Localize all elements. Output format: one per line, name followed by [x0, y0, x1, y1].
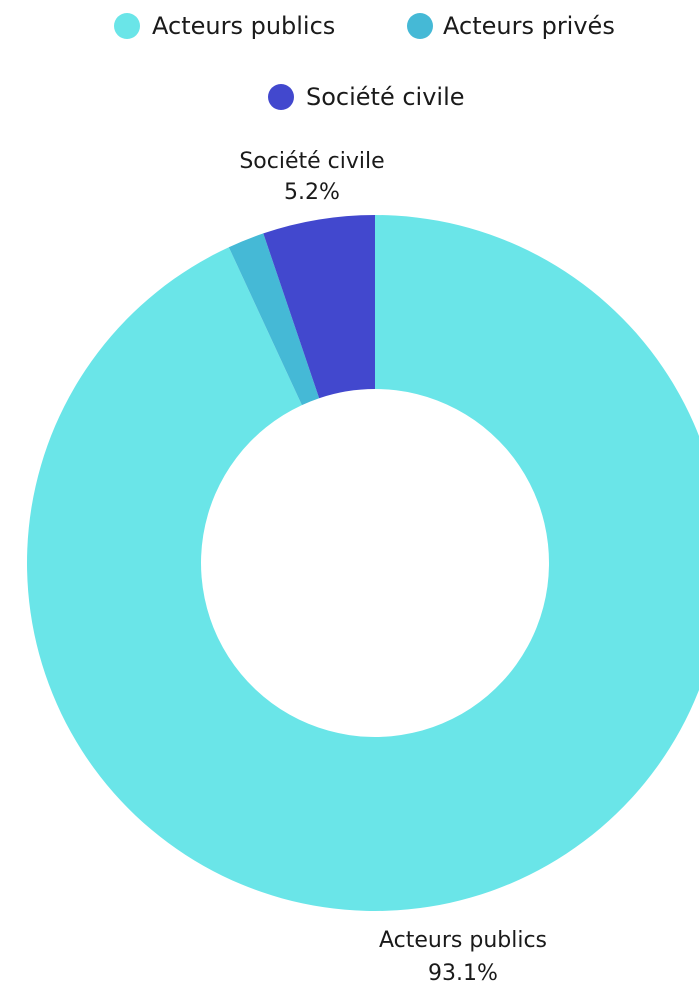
- data-label-acteurs-publics-value: 93.1%: [428, 961, 498, 986]
- legend-item-acteurs-publics[interactable]: Acteurs publics: [114, 12, 335, 40]
- slice-acteurs-prives[interactable]: [228, 233, 320, 406]
- legend-marker-acteurs-prives: [407, 13, 433, 39]
- legend-item-acteurs-prives[interactable]: Acteurs privés: [407, 12, 615, 40]
- legend-label-acteurs-prives: Acteurs privés: [443, 12, 615, 40]
- legend-marker-acteurs-publics: [114, 13, 140, 39]
- legend: Acteurs publics Acteurs privés Société c…: [114, 12, 615, 111]
- data-label-acteurs-publics-name: Acteurs publics: [379, 928, 547, 953]
- legend-marker-societe-civile: [268, 84, 294, 110]
- donut-slices: [27, 215, 699, 911]
- data-label-societe-civile-name: Société civile: [239, 149, 384, 174]
- slice-acteurs-publics[interactable]: [27, 215, 699, 911]
- slice-societe-civile[interactable]: [263, 215, 375, 399]
- legend-item-societe-civile[interactable]: Société civile: [268, 83, 465, 111]
- data-label-societe-civile-value: 5.2%: [284, 180, 340, 205]
- legend-label-acteurs-publics: Acteurs publics: [152, 12, 335, 40]
- data-labels: Société civile 5.2% Acteurs publics 93.1…: [239, 149, 547, 986]
- legend-label-societe-civile: Société civile: [306, 83, 465, 111]
